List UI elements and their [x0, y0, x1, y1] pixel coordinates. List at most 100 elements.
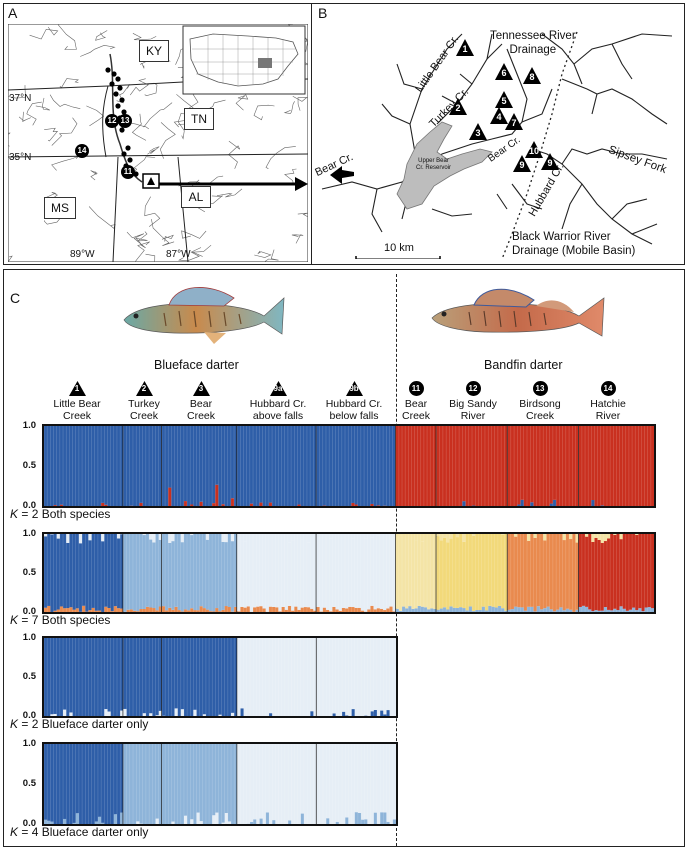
ancestry-bar [638, 426, 642, 506]
ancestry-bar [439, 426, 444, 506]
ancestry-bar [442, 607, 447, 612]
ancestry-bar [559, 607, 563, 612]
ancestry-bar [168, 426, 172, 488]
ancestry-bar [116, 426, 121, 506]
ancestry-bar [142, 713, 147, 716]
ancestry-bar [420, 534, 425, 542]
ancestry-bar [227, 638, 232, 716]
ancestry-bar [380, 638, 384, 711]
population-name: Little Bear Creek [53, 398, 101, 422]
collection-site-dot [121, 109, 127, 115]
ancestry-bar [635, 426, 639, 506]
ancestry-bar [69, 744, 73, 824]
ancestry-bar [354, 426, 359, 505]
ancestry-bar [517, 534, 521, 608]
ancestry-bar [357, 426, 362, 506]
ancestry-bar [504, 610, 508, 612]
ancestry-bar [97, 610, 102, 612]
circle-marker-icon [600, 381, 616, 396]
ancestry-bar [313, 638, 318, 716]
ancestry-bar [386, 638, 391, 711]
ancestry-bar [262, 534, 267, 609]
population-label: 14 Hatchie River [567, 381, 649, 422]
ancestry-bar [616, 426, 620, 506]
ancestry-bar [237, 426, 241, 506]
ancestry-bar [123, 708, 127, 716]
ancestry-bar [281, 638, 286, 716]
ancestry-bar [66, 534, 70, 543]
ancestry-bar [386, 534, 390, 609]
ancestry-bar [88, 638, 93, 716]
panel-a: A KY TN MS AL 37°N [3, 3, 313, 265]
ancestry-bar [101, 638, 105, 716]
ancestry-bar [234, 744, 238, 824]
ancestry-bar [253, 607, 257, 612]
ancestry-bar [475, 534, 479, 610]
ancestry-bar [44, 536, 48, 608]
ancestry-bar [101, 426, 105, 503]
collection-site-dot [105, 67, 111, 73]
ancestry-bar [354, 534, 359, 608]
ancestry-bar [332, 426, 336, 506]
ancestry-bar [275, 534, 279, 608]
ancestry-bar [110, 426, 115, 506]
y-tick-label: 0.0 [22, 710, 36, 721]
ancestry-bar [212, 534, 216, 612]
ancestry-bar [259, 744, 264, 819]
ancestry-bar [63, 709, 67, 716]
ancestry-bar [199, 744, 204, 822]
ancestry-bar [66, 744, 70, 824]
ancestry-bar [152, 426, 156, 506]
ancestry-bar [113, 606, 118, 612]
ancestry-bar [142, 638, 147, 714]
ancestry-bar [345, 715, 349, 716]
ancestry-bar [459, 534, 463, 608]
ancestry-bar [53, 534, 58, 611]
ancestry-bar [218, 714, 223, 716]
ancestry-bar [488, 426, 492, 506]
ancestry-bar [136, 426, 140, 506]
ancestry-bar [278, 534, 282, 612]
ancestry-bar [405, 426, 409, 506]
ancestry-bar [129, 609, 134, 612]
ancestry-bar [256, 606, 260, 612]
ancestry-bar [449, 538, 453, 607]
ancestry-bar [50, 714, 54, 716]
ancestry-bar [190, 638, 194, 716]
ancestry-bar [224, 534, 229, 543]
ancestry-bar [549, 609, 554, 612]
ancestry-bar [300, 638, 305, 716]
ancestry-bar [488, 534, 492, 606]
ancestry-bar [329, 744, 333, 824]
ancestry-bar [47, 605, 51, 612]
ancestry-bar [348, 534, 352, 607]
ancestry-bar [110, 611, 115, 612]
ancestry-bar [69, 607, 73, 612]
ancestry-bar [619, 534, 624, 540]
y-tick-label: 0.0 [22, 500, 36, 511]
ancestry-bar [357, 744, 362, 813]
ancestry-bar [427, 534, 431, 610]
ancestry-bar [104, 744, 108, 824]
ancestry-bar [329, 534, 333, 539]
ancestry-bar [158, 606, 163, 612]
ancestry-bar [370, 537, 374, 606]
ancestry-bar [221, 744, 226, 823]
ancestry-bar [63, 638, 67, 710]
plot-title-k2-both: K = 2 Both species [10, 507, 110, 521]
ancestry-bar [278, 638, 283, 716]
ancestry-bar [364, 538, 368, 612]
ancestry-bar [265, 534, 270, 612]
ancestry-bar [139, 534, 144, 610]
ancestry-bar [591, 611, 595, 612]
collection-site-dot [111, 71, 117, 77]
ancestry-bar [619, 606, 624, 612]
ancestry-bar [168, 534, 172, 543]
k-symbol: K [10, 613, 19, 627]
ancestry-bar [120, 608, 124, 612]
ancestry-bar [218, 611, 222, 612]
ancestry-bar [259, 818, 264, 824]
site-marker-b: 10 [525, 141, 543, 158]
ancestry-bar [101, 534, 105, 542]
ancestry-bar [367, 638, 371, 716]
